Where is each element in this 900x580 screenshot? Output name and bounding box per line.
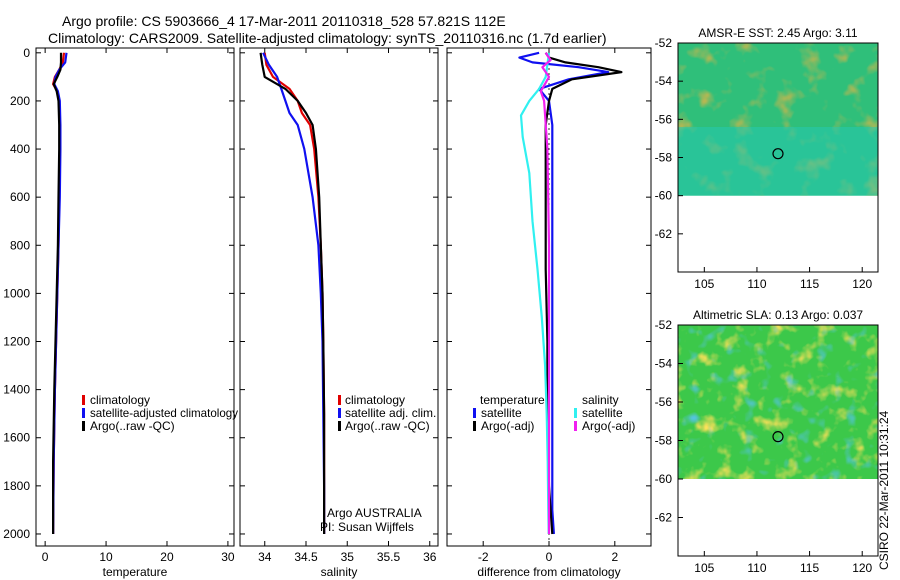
legend-swatch-cyan [574,408,577,418]
x-axis-label: salinity [321,565,358,579]
legend-swatch-black [338,421,341,431]
legend-title-temperature: temperature [480,393,545,407]
series-line-black [51,52,63,534]
series-line-blue [262,52,326,534]
y-tick-label: 0 [23,46,30,60]
series-line-black [259,52,326,534]
x-tick-label: 105 [694,561,714,575]
x-tick-label: 35.5 [377,550,401,564]
axes-frame [239,47,439,547]
legend-swatch-red [338,395,341,405]
x-tick-label: 105 [694,277,714,291]
legend-swatch-red [82,395,85,405]
y-tick-label: 600 [10,190,30,204]
legend-label: Argo(-adj) [481,419,534,433]
x-tick-label: 34 [258,550,272,564]
map-title: AMSR-E SST: 2.45 Argo: 3.11 [698,26,858,40]
y-tick-label: -52 [655,36,673,50]
x-tick-label: 36 [423,550,437,564]
x-tick-label: 110 [747,561,766,575]
y-tick-label: -54 [655,74,673,88]
legend-label: satellite adj. clim. [345,406,436,420]
y-tick-label: 200 [10,94,30,108]
legend-swatch-black [82,421,85,431]
x-axis-label: difference from climatology [477,565,620,579]
series-line-blue [518,51,610,535]
y-tick-label: -56 [655,112,673,126]
difference-legend: temperature satellite Argo(-adj) salinit… [473,393,635,433]
series-line-black [544,52,623,535]
x-tick-label: 110 [747,277,766,291]
x-tick-label: 115 [800,277,819,291]
salinity-legend: climatology satellite adj. clim. Argo(..… [320,393,436,534]
argo-annotation-line2: PI: Susan Wijffels [320,520,414,534]
y-tick-label: -54 [655,357,673,371]
legend-label: satellite [481,406,522,420]
x-tick-label: 120 [852,277,872,291]
y-tick-label: 1200 [3,335,30,349]
temperature-legend: climatology satellite-adjusted climatolo… [82,393,238,433]
y-tick-label: -62 [655,227,673,241]
legend-label: climatology [345,393,405,407]
sst-cool-band [678,126,878,196]
legend-swatch-magenta [574,421,577,431]
temperature-panel: 0 10 20 30 0 200 400 600 800 1000 1200 1400 1600 1800… [3,46,235,579]
argo-position-marker [772,431,784,443]
axes-frame [35,47,235,547]
legend-swatch-blue [82,408,85,418]
legend-swatch-blue [338,408,341,418]
y-tick-label: -52 [655,318,673,332]
y-tick-label: -60 [655,189,673,203]
y-tick-label: -58 [655,151,673,165]
legend-swatch-blue [473,408,476,418]
legend-title-salinity: salinity [582,393,619,407]
y-tick-label: -58 [655,434,673,448]
y-tick-label: 800 [10,238,30,252]
legend-swatch-black [473,421,476,431]
legend-label: climatology [90,393,150,407]
sst-map-panel: AMSR-E SST: 2.45 Argo: 3.11 105 110 115 120 -… [655,26,879,291]
y-tick-label: -60 [655,472,673,486]
sla-map-panel: Altimetric SLA: 0.13 Argo: 0.037 105 110 11… [655,308,879,575]
y-tick-label: -62 [655,511,673,525]
figure-title-line1: Argo profile: CS 5903666_4 17-Mar-2011 2… [62,13,506,29]
y-tick-label: 1000 [3,286,30,300]
series-line-red [263,52,326,534]
series-line-magenta [539,52,552,534]
timestamp-label: CSIRO 22-Mar-2011 10:31:24 [877,410,891,570]
x-tick-label: 0 [546,550,553,564]
x-tick-label: 120 [852,561,872,575]
y-tick-label: 1800 [3,479,30,493]
map-title: Altimetric SLA: 0.13 Argo: 0.037 [693,308,863,322]
y-tick-label: 1400 [3,383,30,397]
y-tick-label: 2000 [3,527,30,541]
x-tick-label: 115 [800,561,819,575]
legend-label: Argo(..raw -QC) [345,419,430,433]
legend-label: Argo(..raw -QC) [90,419,175,433]
x-tick-label: 30 [221,550,235,564]
x-tick-label: 34.5 [294,550,318,564]
argo-position-marker [772,148,784,160]
x-tick-label: 2 [611,550,618,564]
argo-annotation-line1: Argo AUSTRALIA [327,506,422,520]
x-tick-label: 10 [99,550,113,564]
legend-label: Argo(-adj) [582,419,635,433]
legend-label: satellite [582,406,623,420]
y-tick-label: 400 [10,142,30,156]
sla-low-patches [678,325,878,479]
x-tick-label: 35 [341,550,355,564]
salinity-panel: 34 34.5 35 35.5 36 salinity [239,47,439,579]
legend-label: satellite-adjusted climatology [90,406,238,420]
figure-title-line2: Climatology: CARS2009. Satellite-adjuste… [48,30,606,46]
y-tick-label: -56 [655,395,673,409]
x-tick-label: 0 [42,550,49,564]
x-tick-label: 20 [160,550,174,564]
series-line-cyan [519,52,551,535]
y-tick-label: 1600 [3,431,30,445]
x-axis-label: temperature [103,565,168,579]
x-tick-label: -2 [478,550,489,564]
